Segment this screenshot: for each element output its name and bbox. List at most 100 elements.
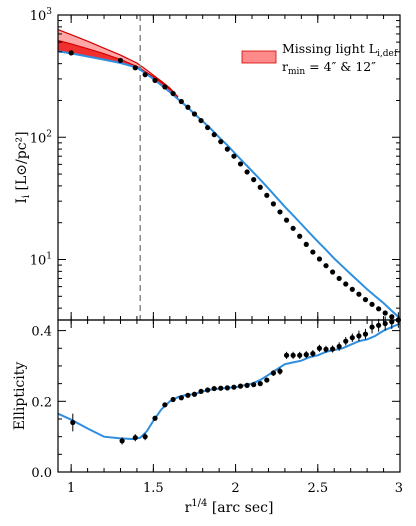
intensity-data-point <box>142 72 148 78</box>
intensity-data-point <box>283 217 290 223</box>
intensity-data-point <box>303 241 309 247</box>
intensity-data-point <box>170 90 176 97</box>
x-tick-label: 2.5 <box>307 481 328 496</box>
ellipticity-data-point <box>290 352 296 358</box>
ellipticity-data-point <box>237 383 244 389</box>
intensity-data-point <box>329 269 336 275</box>
intensity-data-point <box>270 201 276 207</box>
ellipticity-data-point <box>162 402 168 408</box>
intensity-data-point <box>257 184 263 190</box>
intensity-data-point <box>218 139 224 145</box>
ellipticity-data-point <box>257 381 263 387</box>
x-tick-label: 3 <box>395 481 403 496</box>
intensity-data-point <box>205 124 211 131</box>
intensity-data-point <box>264 192 270 198</box>
missing-light-band-12arcsec <box>58 29 178 100</box>
ellipticity-data-point <box>205 387 211 393</box>
ellipticity-model-line <box>57 322 401 441</box>
ellipticity-data-point <box>178 395 184 401</box>
intensity-data-point <box>224 146 230 152</box>
ellipticity-data-point <box>152 415 158 421</box>
ellipticity-data-point <box>316 345 323 351</box>
intensity-data-point <box>277 209 283 215</box>
ellipticity-data-points <box>70 312 401 445</box>
intensity-data-point <box>152 77 158 83</box>
ellipticity-data-point <box>119 438 125 444</box>
ellipticity-data-point <box>356 333 362 339</box>
ellipticity-tick-label: 0.4 <box>31 325 52 340</box>
legend-label-subscript: i,def <box>377 49 398 59</box>
intensity-tick-label: 103 <box>30 7 53 24</box>
ellipticity-data-point <box>191 391 198 397</box>
ellipticity-data-point <box>303 352 309 358</box>
intensity-data-point <box>117 57 124 64</box>
ellipticity-data-point <box>170 396 176 403</box>
missing-light-band-4arcsec <box>58 40 178 100</box>
ellipticity-model-curve <box>57 322 401 441</box>
ellipticity-data-point <box>132 435 138 441</box>
intensity-data-point <box>369 301 375 307</box>
ellipticity-data-point <box>70 419 76 426</box>
ellipticity-data-point <box>297 352 303 358</box>
intensity-axis-label: Ii [L⊙/pc²] <box>14 131 32 203</box>
intensity-data-point <box>362 296 369 303</box>
intensity-data-point <box>68 50 74 56</box>
intensity-data-point <box>178 98 184 105</box>
ellipticity-data-point <box>251 382 257 388</box>
ellipticity-data-point <box>329 346 336 352</box>
intensity-model-line <box>57 50 401 320</box>
ellipticity-data-point <box>142 434 148 440</box>
intensity-data-point <box>343 281 349 287</box>
intensity-tick-label: 102 <box>30 129 52 146</box>
ellipticity-plot-frame <box>57 319 401 473</box>
ellipticity-data-point <box>211 385 217 392</box>
ellipticity-data-point <box>349 335 355 341</box>
intensity-data-point <box>376 306 382 312</box>
ellipticity-data-point <box>310 350 316 357</box>
intensity-data-point <box>336 275 342 282</box>
ellipticity-data-point <box>283 352 290 358</box>
ellipticity-tick-label: 0.0 <box>31 466 52 481</box>
legend-swatch <box>241 50 277 64</box>
ellipticity-data-point <box>323 346 329 352</box>
intensity-data-point <box>310 249 316 255</box>
missing-light-bands <box>57 29 179 100</box>
intensity-panel: 101 102 103 Missing light Li,def rmin = 4″… <box>14 7 401 323</box>
ellipticity-data-point <box>376 322 382 328</box>
intensity-axis-ticks: 101 102 103 <box>30 7 401 320</box>
x-tick-label: 2 <box>231 481 239 496</box>
ellipticity-data-point <box>224 385 230 391</box>
intensity-data-point <box>290 225 296 231</box>
intensity-data-point <box>349 286 355 292</box>
intensity-data-point <box>297 233 303 239</box>
intensity-data-point <box>231 153 237 159</box>
intensity-data-point <box>132 65 138 71</box>
intensity-data-point <box>316 256 323 262</box>
ellipticity-axis-label: Ellipticity <box>12 362 28 431</box>
intensity-data-point <box>237 161 244 167</box>
legend: Missing light Li,def rmin = 4″ & 12″ <box>241 41 398 77</box>
intensity-data-point <box>251 177 257 183</box>
intensity-data-point <box>211 132 217 138</box>
legend-label-rmin: rmin = 4″ & 12″ <box>282 59 376 77</box>
intensity-data-point <box>185 104 191 110</box>
ellipticity-data-point <box>362 331 369 337</box>
intensity-data-point <box>162 84 168 90</box>
ellipticity-data-point <box>343 338 349 344</box>
intensity-data-point <box>198 117 204 124</box>
intensity-data-point <box>356 291 362 297</box>
ellipticity-data-point <box>198 388 204 395</box>
ellipticity-data-point <box>277 368 283 374</box>
intensity-data-points <box>68 50 401 323</box>
x-tick-label: 1 <box>67 481 75 496</box>
ellipticity-data-point <box>185 392 191 398</box>
x-tick-label: 1.5 <box>143 481 164 496</box>
intensity-data-point <box>382 310 388 316</box>
missing-light-edge-12arcsec <box>57 29 179 98</box>
ellipticity-data-point <box>369 324 375 330</box>
intensity-data-point <box>244 169 250 175</box>
ellipticity-data-point <box>336 343 342 350</box>
ellipticity-data-point <box>244 382 250 388</box>
intensity-tick-label: 101 <box>30 252 52 269</box>
